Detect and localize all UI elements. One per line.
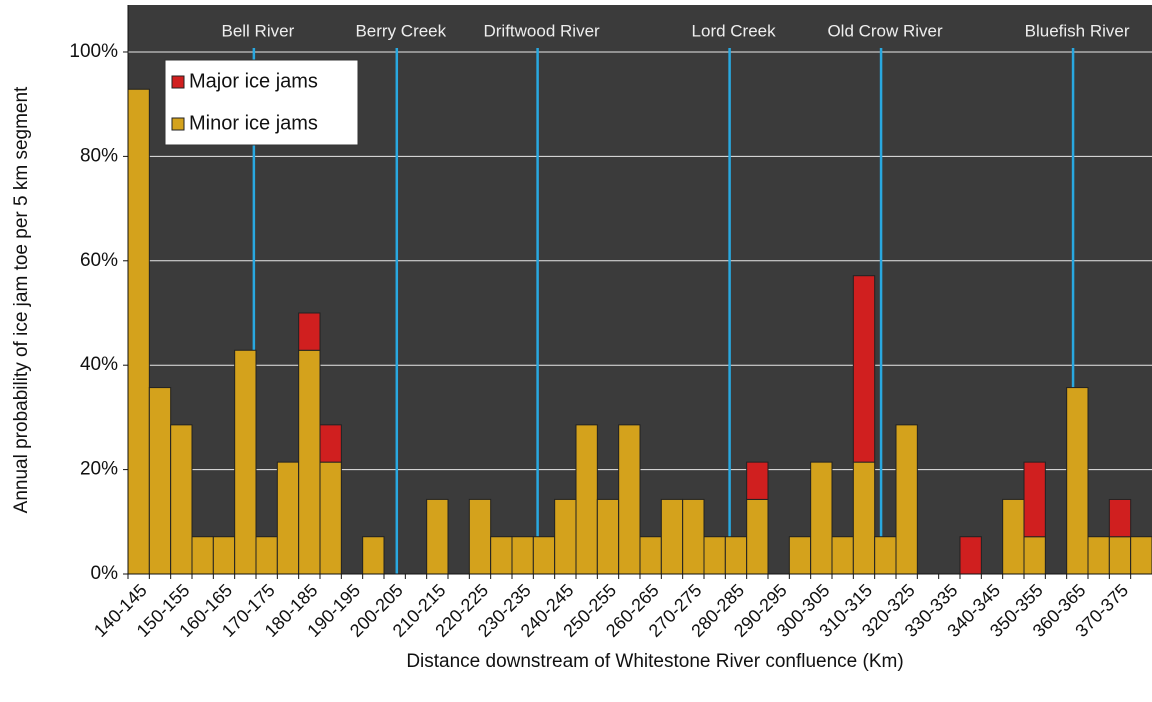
bar-segment [1066, 387, 1089, 575]
bar-segment [596, 498, 620, 575]
tributary-label: Old Crow River [827, 21, 943, 40]
y-tick-label: 40% [80, 354, 118, 375]
bar-segment [234, 349, 257, 575]
y-tick-label: 60% [80, 250, 118, 271]
bar-segment [532, 536, 556, 575]
bar-segment [191, 536, 214, 575]
bar-segment [618, 424, 641, 575]
bar-segment [212, 536, 236, 575]
legend-label: Minor ice jams [189, 112, 318, 134]
x-axis-label: Distance downstream of Whitestone River … [406, 651, 903, 672]
bar-segment [319, 424, 342, 463]
legend-swatch [171, 117, 185, 131]
bar-segment [276, 461, 300, 575]
bar-segment [468, 498, 492, 575]
tributary-label: Bell River [221, 21, 294, 40]
bar-segment [554, 498, 577, 575]
bar-segment [1087, 536, 1110, 575]
bar-segment [703, 536, 726, 575]
bar-segment [1108, 536, 1132, 575]
bar-segment [831, 536, 854, 575]
bar-segment [362, 536, 385, 575]
bar-segment [788, 536, 812, 575]
bar-segment [170, 424, 193, 575]
bar-segment [490, 536, 513, 575]
y-axis-label: Annual probability of ice jam toe per 5 … [11, 86, 32, 513]
bar-segment [639, 536, 662, 575]
y-tick-label: 100% [69, 41, 118, 62]
tributary-label: Bluefish River [1025, 21, 1130, 40]
bar-segment [127, 88, 150, 575]
bar-segment [148, 387, 172, 575]
bar-segment [511, 536, 534, 575]
bar-segment [895, 424, 918, 575]
bar-segment [724, 536, 748, 575]
bar-segment [319, 461, 342, 575]
y-tick-label: 20% [80, 459, 118, 480]
bar-segment [575, 424, 598, 575]
bar-segment [852, 275, 876, 463]
bar-segment [874, 536, 897, 575]
bar-segment [746, 498, 769, 575]
bar-segment [810, 461, 833, 575]
bar-segment [426, 498, 449, 575]
bar-segment [852, 461, 876, 575]
tributary-label: Berry Creek [355, 21, 446, 40]
tributary-label: Driftwood River [483, 21, 600, 40]
bar-segment [298, 349, 321, 575]
y-tick-label: 80% [80, 145, 118, 166]
bar-segment [1023, 536, 1046, 575]
bar-segment [660, 498, 684, 575]
bar-segment [682, 498, 705, 575]
bar-segment [1002, 498, 1025, 575]
bar-segment [1130, 536, 1152, 575]
tributary-label: Lord Creek [692, 21, 777, 40]
legend-swatch [171, 75, 185, 89]
bar-segment [255, 536, 278, 575]
y-tick-label: 0% [91, 563, 119, 584]
bar-segment [959, 536, 982, 575]
legend-box [164, 59, 359, 146]
legend-label: Major ice jams [189, 70, 318, 92]
bar-segment [298, 312, 321, 351]
bar-segment [1023, 461, 1046, 538]
bar-segment [1108, 498, 1132, 538]
bar-segment [746, 461, 769, 500]
